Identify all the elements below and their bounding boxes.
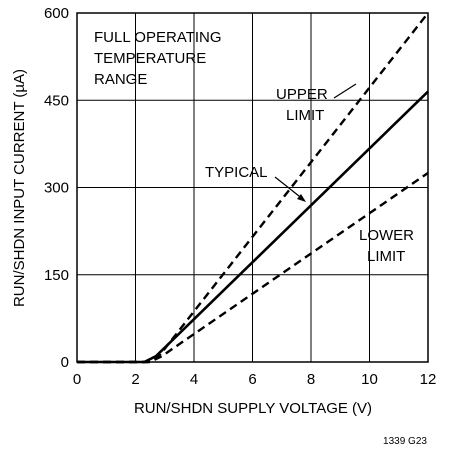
y-axis-label: RUN/SHDN INPUT CURRENT (µA) bbox=[11, 69, 28, 307]
typical-label: TYPICAL bbox=[205, 164, 268, 181]
upper-limit-line bbox=[77, 12, 429, 364]
plot-frame bbox=[76, 12, 429, 363]
x-tick-label: 4 bbox=[190, 371, 198, 388]
condition-line-3: RANGE bbox=[94, 71, 147, 88]
typical-leader bbox=[274, 176, 305, 201]
x-tick-labels: 0 2 4 6 8 10 12 bbox=[73, 371, 437, 388]
x-axis-label: RUN/SHDN SUPPLY VOLTAGE (V) bbox=[134, 400, 372, 417]
lower-limit-line bbox=[77, 171, 429, 364]
x-tick-label: 10 bbox=[361, 371, 378, 388]
x-tick-label: 0 bbox=[73, 371, 81, 388]
y-tick-label: 600 bbox=[44, 5, 69, 22]
typical-arrowhead bbox=[297, 194, 306, 202]
y-tick-label: 300 bbox=[44, 180, 69, 197]
condition-line-2: TEMPERATURE bbox=[94, 50, 206, 67]
y-tick-label: 450 bbox=[44, 92, 69, 109]
y-tick-labels: 0 150 300 450 600 bbox=[44, 5, 69, 371]
upper-limit-leader bbox=[333, 83, 357, 99]
x-tick-label: 8 bbox=[307, 371, 315, 388]
x-tick-label: 12 bbox=[420, 371, 437, 388]
figure-id: 1339 G23 bbox=[383, 436, 427, 447]
y-tick-label: 0 bbox=[61, 354, 69, 371]
upper-limit-label-2: LIMIT bbox=[286, 107, 324, 124]
lower-limit-label-1: LOWER bbox=[359, 227, 414, 244]
upper-limit-label-1: UPPER bbox=[276, 86, 328, 103]
condition-line-1: FULL OPERATING bbox=[94, 29, 222, 46]
lower-limit-label-2: LIMIT bbox=[367, 248, 405, 265]
y-tick-label: 150 bbox=[44, 267, 69, 284]
x-tick-label: 2 bbox=[131, 371, 139, 388]
x-tick-label: 6 bbox=[248, 371, 256, 388]
